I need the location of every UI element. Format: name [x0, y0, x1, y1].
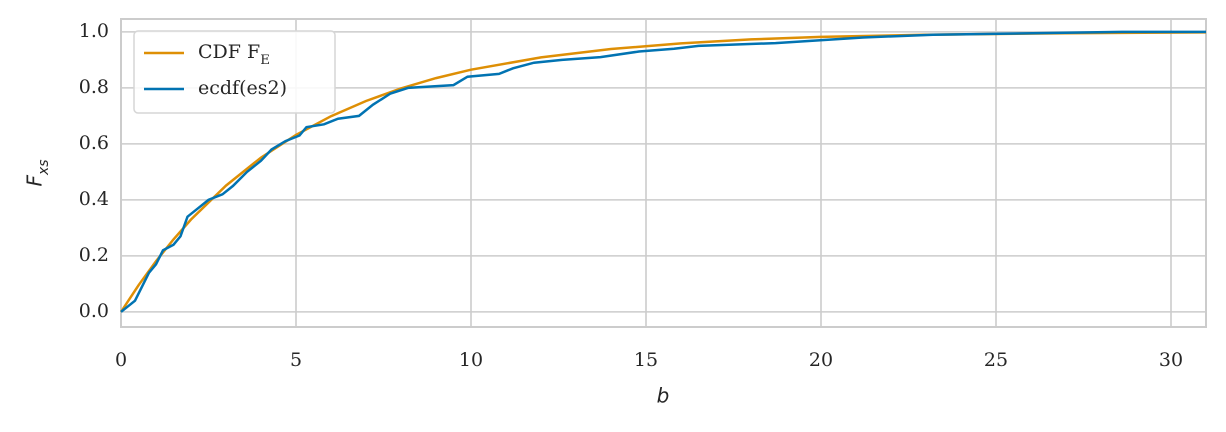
y-axis-label: Fxs	[23, 159, 53, 186]
legend-box	[133, 30, 336, 114]
x-tick-label: 0	[115, 349, 127, 371]
x-tick-label: 20	[809, 349, 833, 371]
x-tick-label: 25	[984, 349, 1008, 371]
x-tick-label: 30	[1159, 349, 1183, 371]
series-line	[120, 30, 1206, 313]
y-tick-label: 1.0	[79, 20, 109, 42]
x-tick-label: 5	[290, 349, 302, 371]
series-line	[119, 31, 1207, 313]
x-tick-label: 10	[459, 349, 483, 371]
x-tick-label: 15	[634, 349, 658, 371]
y-tick-label: 0.2	[79, 244, 109, 266]
x-axis-label: b	[657, 384, 670, 408]
y-tick-label: 0.4	[79, 188, 109, 210]
y-tick-label: 0.0	[79, 300, 109, 322]
legend-label: ecdf(es2)	[198, 77, 287, 99]
plot-frame	[120, 18, 1207, 328]
y-tick-label: 0.8	[79, 76, 109, 98]
y-tick-label: 0.6	[79, 132, 109, 154]
